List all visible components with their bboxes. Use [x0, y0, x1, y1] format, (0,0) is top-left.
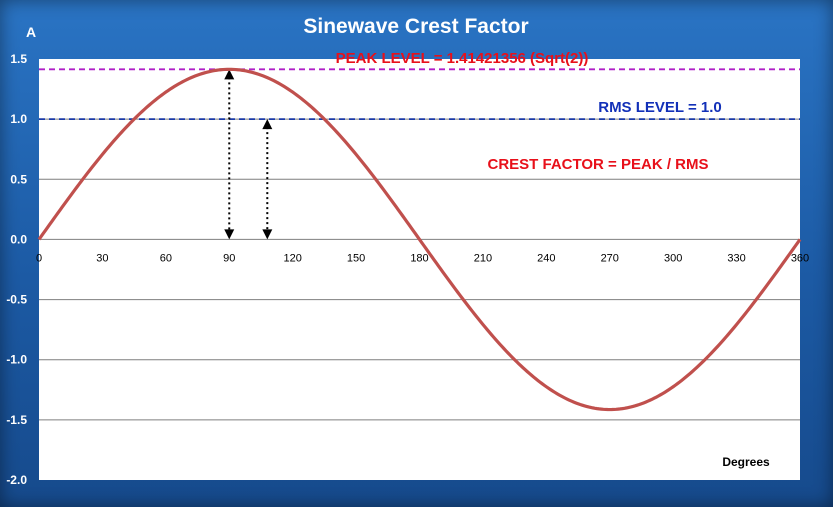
y-tick-label: 0.5 [10, 172, 27, 186]
series-group [37, 67, 802, 412]
reference-lines [39, 68, 800, 121]
level-arrows [224, 69, 273, 240]
rms-arrow [262, 119, 273, 240]
y-axis-ticks: 1.5 1.0 0.5 0.0 -0.5 -1.0 -1.5 -2.0 [6, 52, 27, 487]
crest-factor-annotation: CREST FACTOR = PEAK / RMS [487, 156, 708, 173]
y-tick-label: 1.5 [10, 52, 27, 66]
x-tick-label: 150 [347, 252, 365, 264]
y-tick-label: -1.0 [6, 353, 27, 367]
x-axis-label: Degrees [722, 455, 770, 469]
x-tick-label: 120 [283, 252, 301, 264]
x-tick-label: 0 [36, 252, 42, 264]
plot-area [39, 59, 800, 480]
chart-title: Sinewave Crest Factor [303, 15, 528, 38]
peak-arrow [224, 69, 235, 240]
y-axis-unit-label: A [26, 24, 36, 40]
x-tick-label: 240 [537, 252, 555, 264]
x-tick-label: 330 [727, 252, 745, 264]
y-tick-label: 0.0 [10, 232, 27, 246]
rms-level-annotation: RMS LEVEL = 1.0 [598, 99, 722, 116]
x-tick-label: 90 [223, 252, 235, 264]
y-tick-label: -0.5 [6, 293, 27, 307]
y-tick-label: -1.5 [6, 413, 27, 427]
x-tick-label: 60 [160, 252, 172, 264]
y-tick-label: 1.0 [10, 112, 27, 126]
x-tick-label: 30 [96, 252, 108, 264]
x-tick-label: 210 [474, 252, 492, 264]
x-tick-label: 300 [664, 252, 682, 264]
x-tick-label: 360 [791, 252, 809, 264]
x-tick-label: 270 [601, 252, 619, 264]
x-tick-label: 180 [410, 252, 428, 264]
peak-level-annotation: PEAK LEVEL = 1.41421356 (Sqrt(2)) [336, 50, 589, 67]
y-tick-label: -2.0 [6, 473, 27, 487]
x-axis-ticks: 0 30 60 90 120 150 180 210 240 270 300 330 360 [36, 252, 809, 264]
sinewave-series-line [37, 67, 802, 412]
